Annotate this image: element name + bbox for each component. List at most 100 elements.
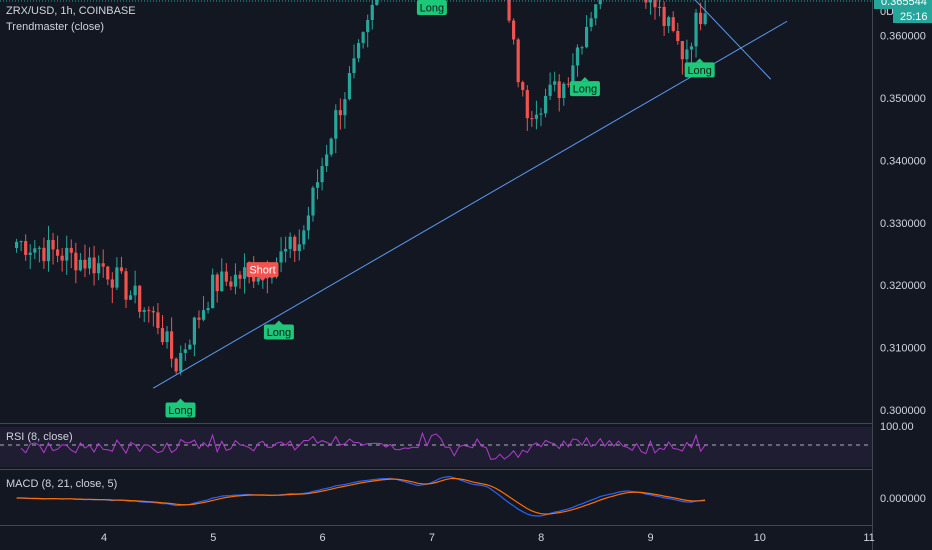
candle-body — [115, 267, 119, 288]
long-signal-label: Long — [168, 405, 192, 417]
candle-body — [238, 274, 242, 279]
last-price-badge — [874, 0, 932, 10]
price-tick-label: 0.330000 — [880, 218, 926, 230]
candle-body — [334, 110, 338, 139]
candle-body — [179, 352, 183, 372]
price-tick-label: 0.360000 — [880, 31, 926, 43]
rsi-tick-label: 100.00 — [880, 421, 914, 433]
candle-body — [188, 344, 192, 350]
candle-body — [689, 46, 694, 50]
candle-body — [37, 247, 41, 249]
price-tick-label: 0.310000 — [880, 343, 926, 355]
time-tick-label: 10 — [754, 532, 766, 544]
candle-body — [69, 247, 73, 253]
candle-body — [343, 99, 347, 116]
candle-body — [128, 295, 133, 300]
candle-body — [548, 84, 552, 96]
candle-body — [315, 182, 320, 188]
candle-body — [201, 310, 206, 320]
signal-pointer — [274, 320, 283, 325]
candle-body — [51, 239, 55, 250]
candle-body — [347, 73, 352, 100]
candle-body — [83, 259, 87, 269]
candle-body — [78, 259, 83, 271]
candle-body — [311, 187, 315, 216]
candle-body — [539, 113, 543, 115]
candle-body — [174, 358, 178, 372]
candle-body — [361, 32, 365, 44]
candle-body — [192, 317, 197, 345]
candle-body — [557, 81, 561, 98]
candle-body — [138, 285, 142, 312]
candle-body — [589, 18, 593, 27]
long-signal-tag — [684, 62, 715, 78]
candle-body — [562, 83, 566, 98]
candle-body — [352, 58, 356, 74]
candle-body — [521, 82, 525, 91]
candle-body — [325, 154, 329, 167]
candle-body — [170, 331, 174, 359]
candle-body — [320, 166, 324, 183]
candle-body — [306, 215, 311, 231]
trendline-resistance — [694, 0, 772, 80]
candle-body — [24, 241, 28, 255]
candle-body — [270, 276, 274, 279]
candle-body — [375, 0, 379, 5]
candle-body — [676, 30, 680, 41]
countdown-label: 25:16 — [900, 11, 928, 23]
candle-body — [571, 65, 575, 85]
candle-body — [106, 266, 110, 280]
candle-body — [534, 114, 539, 119]
price-tick-label: 0.300000 — [880, 405, 926, 417]
long-signal-label: Long — [420, 3, 444, 15]
rsi-band — [0, 427, 872, 467]
rsi-line — [20, 431, 706, 460]
candle-body — [74, 252, 78, 271]
candle-body — [580, 47, 584, 49]
candle-body — [33, 248, 37, 253]
candle-body — [233, 274, 238, 287]
candle-body — [338, 110, 342, 116]
long-signal-tag — [263, 324, 294, 340]
candle-body — [224, 271, 228, 282]
countdown-badge — [893, 9, 932, 24]
candle-body — [284, 248, 288, 252]
candle-body — [594, 4, 598, 19]
candle-body — [65, 247, 69, 261]
long-signal-label: Long — [573, 84, 597, 96]
candle-body — [197, 317, 201, 320]
long-signal-label: Long — [687, 65, 711, 77]
time-tick-label: 8 — [538, 532, 544, 544]
time-tick-label: 7 — [429, 532, 435, 544]
candle-body — [119, 267, 124, 272]
candle-body — [553, 81, 557, 85]
candle-body — [133, 285, 137, 296]
long-signal-tag — [569, 81, 600, 97]
candle-body — [229, 281, 233, 287]
signal-pointer — [176, 398, 185, 403]
candle-body — [211, 274, 215, 309]
candle-body — [543, 95, 548, 114]
signal-pointer — [580, 77, 589, 82]
candle-body — [19, 241, 23, 243]
candle-body — [694, 12, 698, 47]
price-tick-label: 0.320000 — [880, 280, 926, 292]
candle-body — [14, 241, 19, 249]
candle-body — [530, 118, 534, 120]
candle-body — [87, 257, 92, 269]
signal-pointer — [258, 277, 267, 282]
candle-body — [220, 271, 224, 292]
candle-body — [110, 279, 114, 288]
symbol-title: ZRX/USD, 1h, COINBASE — [6, 5, 136, 17]
signal-pointer — [695, 58, 704, 63]
macd-title: MACD (8, 21, close, 5) — [6, 478, 118, 490]
candle-body — [156, 312, 160, 329]
indicator-title: Trendmaster (close) — [6, 21, 105, 33]
candle-body — [703, 13, 707, 25]
candle-body — [165, 331, 169, 343]
candle-body — [507, 0, 511, 21]
candle-body — [124, 271, 128, 300]
candle-body — [698, 12, 703, 25]
candle-body — [215, 274, 219, 292]
